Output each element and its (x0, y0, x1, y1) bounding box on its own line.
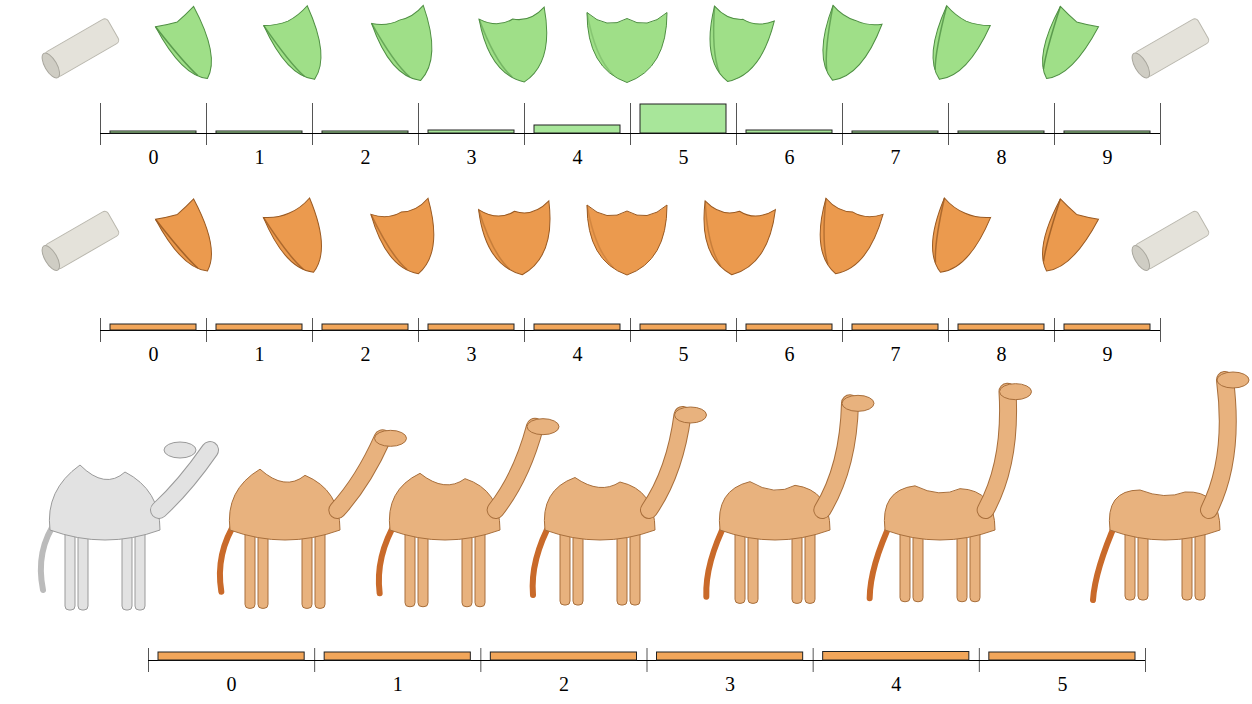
svg-text:7: 7 (891, 343, 901, 365)
svg-text:3: 3 (725, 673, 735, 695)
svg-text:3: 3 (467, 343, 477, 365)
svg-text:2: 2 (361, 146, 371, 168)
svg-text:6: 6 (785, 146, 795, 168)
svg-text:5: 5 (679, 146, 689, 168)
svg-text:3: 3 (467, 146, 477, 168)
svg-text:9: 9 (1103, 343, 1113, 365)
svg-text:7: 7 (891, 146, 901, 168)
svg-text:1: 1 (255, 343, 265, 365)
svg-text:4: 4 (573, 343, 583, 365)
svg-text:8: 8 (997, 343, 1007, 365)
svg-text:4: 4 (573, 146, 583, 168)
svg-text:1: 1 (393, 673, 403, 695)
svg-text:5: 5 (679, 343, 689, 365)
svg-text:6: 6 (785, 343, 795, 365)
svg-text:1: 1 (255, 146, 265, 168)
svg-text:4: 4 (891, 673, 901, 695)
svg-text:8: 8 (997, 146, 1007, 168)
svg-text:2: 2 (559, 673, 569, 695)
svg-text:5: 5 (1057, 673, 1067, 695)
svg-text:0: 0 (149, 146, 159, 168)
svg-text:0: 0 (149, 343, 159, 365)
svg-text:9: 9 (1103, 146, 1113, 168)
svg-text:2: 2 (361, 343, 371, 365)
svg-text:0: 0 (227, 673, 237, 695)
